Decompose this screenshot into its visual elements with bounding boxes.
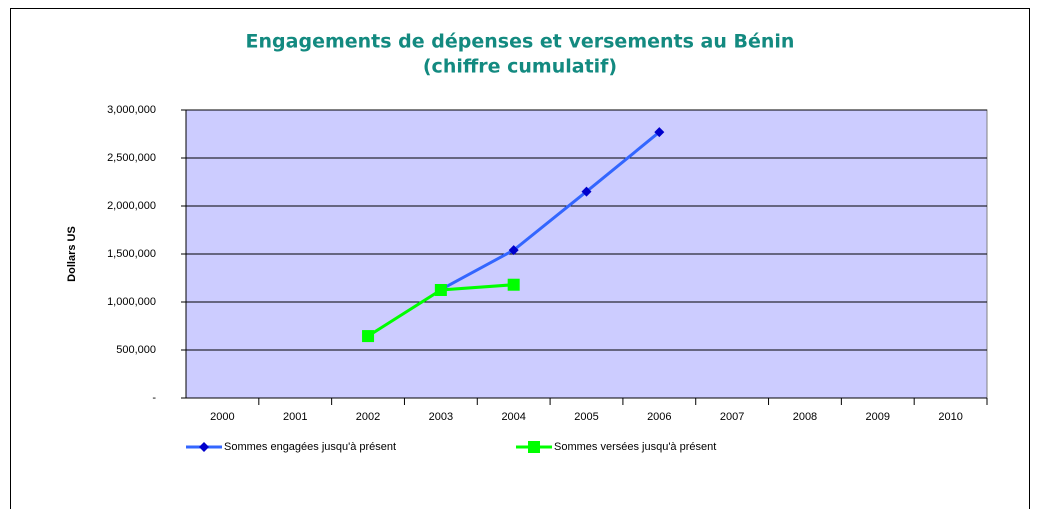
legend-label: Sommes engagées jusqu'à présent bbox=[224, 441, 396, 453]
x-tick-label: 2009 bbox=[866, 411, 890, 423]
x-tick-label: 2003 bbox=[429, 411, 453, 423]
marker bbox=[528, 441, 540, 453]
x-tick-label: 2004 bbox=[501, 411, 525, 423]
chart-subtitle: (chiffre cumulatif) bbox=[423, 56, 617, 78]
series-line bbox=[440, 130, 661, 291]
y-tick-label: - bbox=[152, 392, 156, 404]
x-tick-label: 2001 bbox=[283, 411, 307, 423]
x-tick-label: 2006 bbox=[647, 411, 671, 423]
marker bbox=[199, 442, 209, 452]
x-tick-label: 2000 bbox=[210, 411, 234, 423]
marker bbox=[508, 245, 519, 256]
marker bbox=[581, 186, 592, 197]
x-tick-label: 2010 bbox=[938, 411, 962, 423]
x-tick-label: 2005 bbox=[574, 411, 598, 423]
y-tick-label: 3,000,000 bbox=[107, 104, 156, 116]
chart-title: Engagements de dépenses et versements au… bbox=[246, 31, 795, 53]
y-tick-label: 2,000,000 bbox=[107, 200, 156, 212]
x-tick-label: 2002 bbox=[356, 411, 380, 423]
x-tick-label: 2008 bbox=[793, 411, 817, 423]
y-axis-label: Dollars US bbox=[66, 226, 78, 282]
y-tick-label: 1,000,000 bbox=[107, 296, 156, 308]
y-tick-label: 500,000 bbox=[116, 344, 156, 356]
marker bbox=[362, 330, 375, 343]
x-tick-label: 2007 bbox=[720, 411, 744, 423]
y-tick-label: 1,500,000 bbox=[107, 248, 156, 260]
legend-label: Sommes versées jusqu'à présent bbox=[554, 441, 716, 453]
marker bbox=[434, 284, 447, 296]
chart-frame bbox=[10, 8, 1030, 509]
y-tick-label: 2,500,000 bbox=[107, 152, 156, 164]
marker bbox=[507, 278, 520, 291]
marker bbox=[654, 127, 665, 138]
